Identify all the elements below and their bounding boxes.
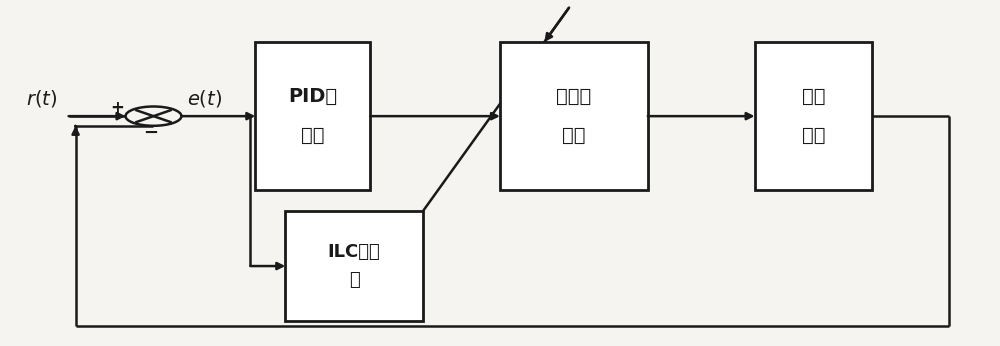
Text: 制器: 制器 (301, 126, 325, 145)
Text: 陷波滤: 陷波滤 (556, 88, 592, 106)
FancyBboxPatch shape (500, 42, 648, 190)
Text: $r(t)$: $r(t)$ (26, 89, 57, 109)
FancyBboxPatch shape (285, 211, 423, 321)
Text: 电机: 电机 (802, 126, 825, 145)
Text: 波器: 波器 (562, 126, 586, 145)
Text: +: + (111, 99, 124, 117)
FancyBboxPatch shape (255, 42, 370, 190)
Text: −: − (143, 124, 158, 142)
Text: 直线: 直线 (802, 88, 825, 106)
Text: ILC控制: ILC控制 (328, 243, 381, 261)
Text: 器: 器 (349, 271, 360, 289)
Text: $e(t)$: $e(t)$ (187, 89, 223, 109)
Text: PID控: PID控 (288, 88, 337, 106)
FancyBboxPatch shape (755, 42, 872, 190)
